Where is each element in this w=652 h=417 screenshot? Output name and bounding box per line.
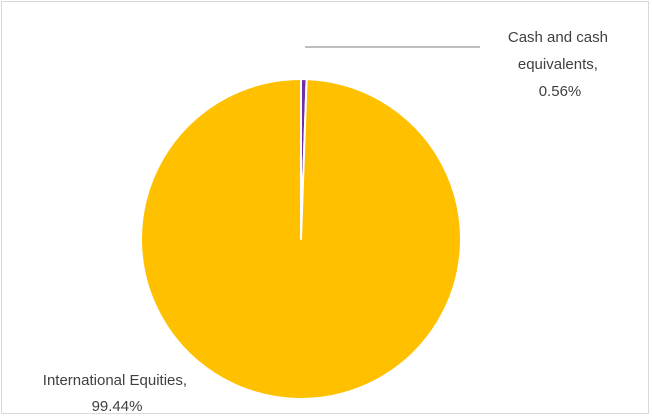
pie-slice-international-equities: [140, 78, 462, 400]
equities-label-line-2: 99.44%: [92, 398, 143, 415]
cash-label-line-2: equivalents,: [518, 56, 598, 73]
equities-label-line-1: International Equities,: [43, 372, 187, 389]
cash-label-line-3: 0.56%: [539, 83, 582, 100]
cash-label-line-1: Cash and cash: [508, 29, 608, 46]
cash-data-label: Cash and cash equivalents, 0.56%: [508, 29, 612, 100]
pie-slices: [140, 78, 462, 400]
equities-data-label: International Equities, 99.44%: [43, 372, 191, 415]
